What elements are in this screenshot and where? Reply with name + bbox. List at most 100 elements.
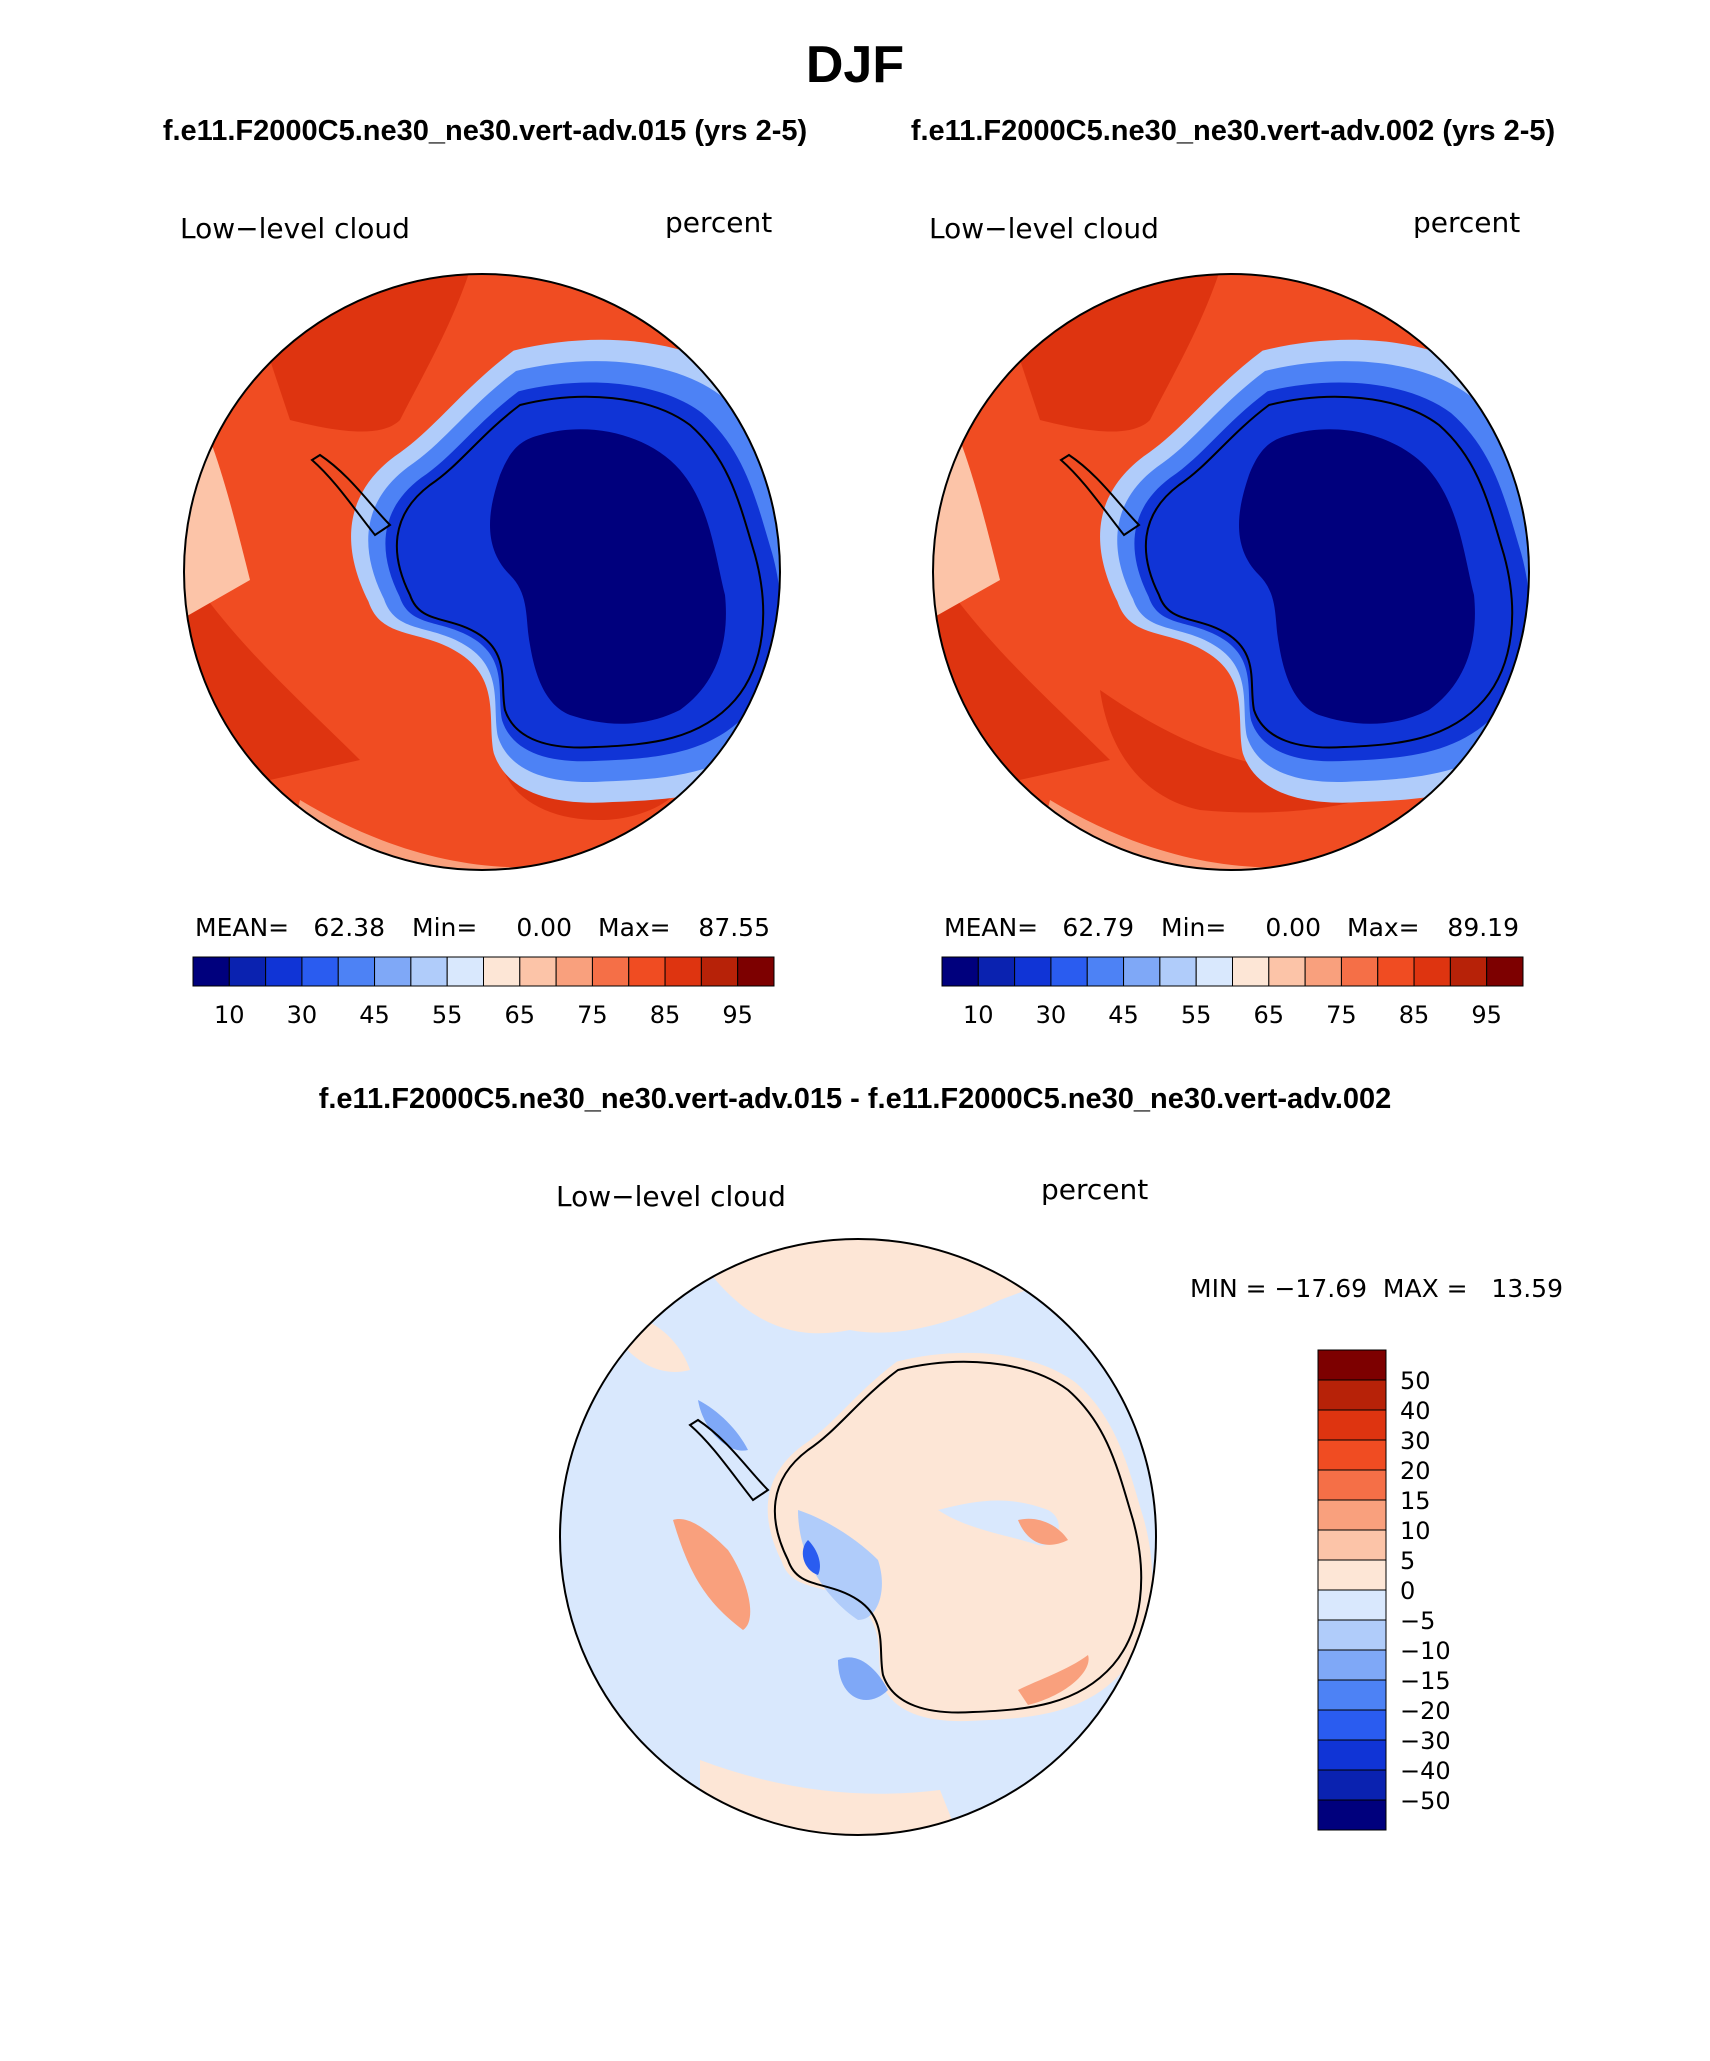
right-colorbar-swatch: [1340, 956, 1379, 987]
right-colorbar-swatch: [977, 956, 1016, 987]
left-colorbar-tick-label: 75: [577, 1001, 608, 1029]
diff-units-label: percent: [1041, 1173, 1148, 1206]
left-colorbar-tick-label: 45: [359, 1001, 390, 1029]
right-colorbar-swatch: [1304, 956, 1342, 987]
right-max-label: Max=: [1347, 913, 1420, 942]
difference-map-panel: f.e11.F2000C5.ne30_ne30.vert-adv.015 - f…: [319, 1083, 1563, 1836]
right-stats: MEAN= 62.79 Min= 0.00 Max= 89.19: [944, 913, 1519, 942]
left-max-value: 87.55: [698, 913, 770, 942]
left-colorbar-swatch: [410, 956, 448, 987]
right-colorbar-swatch: [1159, 956, 1197, 987]
left-colorbar-tick-label: 30: [287, 1001, 318, 1029]
right-colorbar-tick-label: 75: [1326, 1001, 1357, 1029]
right-colorbar-swatch: [1268, 956, 1306, 987]
right-min-value: 0.00: [1265, 913, 1321, 942]
left-colorbar-swatch: [374, 956, 412, 987]
left-max-label: Max=: [598, 913, 671, 942]
diff-colorbar-tick-label: −30: [1400, 1727, 1451, 1755]
diff-variable-label: Low−level cloud: [556, 1180, 786, 1213]
diff-colorbar-swatch: [1317, 1529, 1387, 1561]
left-map-border: [183, 273, 781, 871]
left-colorbar-tick-label: 85: [650, 1001, 681, 1029]
diff-colorbar-swatch: [1317, 1379, 1387, 1411]
left-colorbar-swatch: [192, 956, 230, 987]
right-case-title: f.e11.F2000C5.ne30_ne30.vert-adv.002 (yr…: [911, 115, 1555, 147]
left-units-label: percent: [665, 206, 772, 239]
right-colorbar-swatch: [1014, 956, 1052, 987]
left-colorbar-swatch: [591, 956, 630, 987]
diff-colorbar-tick-label: 0: [1400, 1577, 1415, 1605]
main-title: DJF: [806, 36, 904, 94]
right-colorbar-swatch: [1232, 956, 1270, 987]
diff-colorbar-tick-label: −5: [1400, 1607, 1435, 1635]
left-map-panel: Low−level cloud percent MEAN= 62.38 Min: [180, 206, 781, 1029]
left-colorbar-tick-label: 65: [505, 1001, 536, 1029]
diff-colorbar-tick-label: −50: [1400, 1787, 1451, 1815]
diff-colorbar-swatch: [1317, 1649, 1387, 1681]
diff-colorbar-tick-label: −40: [1400, 1757, 1451, 1785]
right-colorbar-tick-label: 65: [1254, 1001, 1285, 1029]
left-colorbar-swatch: [664, 956, 702, 987]
left-mean-label: MEAN=: [195, 913, 289, 942]
diff-colorbar-swatch: [1317, 1619, 1387, 1651]
left-case-title: f.e11.F2000C5.ne30_ne30.vert-adv.015 (yr…: [163, 115, 807, 147]
left-colorbar-swatch: [555, 956, 593, 987]
left-colorbar-swatch: [301, 956, 339, 987]
diff-colorbar-swatch: [1317, 1499, 1387, 1531]
right-variable-label: Low−level cloud: [929, 212, 1159, 245]
left-variable-label: Low−level cloud: [180, 212, 410, 245]
right-colorbar-tick-label: 30: [1036, 1001, 1067, 1029]
left-min-label: Min=: [412, 913, 477, 942]
diff-colorbar-swatch: [1317, 1559, 1387, 1591]
diff-colorbar-swatch: [1317, 1589, 1387, 1621]
right-mean-label: MEAN=: [944, 913, 1038, 942]
diff-colorbar-tick-label: 50: [1400, 1367, 1431, 1395]
diff-colorbar-tick-label: −20: [1400, 1697, 1451, 1725]
diff-map-border: [559, 1238, 1157, 1836]
diff-colorbar-tick-label: 10: [1400, 1517, 1431, 1545]
right-colorbar: 10 30 45 55 65 75 85 95: [941, 956, 1524, 1029]
right-max-value: 89.19: [1447, 913, 1519, 942]
diff-colorbar-swatch: [1317, 1709, 1387, 1741]
left-colorbar-swatch: [737, 956, 775, 987]
diff-colorbar-tick-label: −10: [1400, 1637, 1451, 1665]
diff-colorbar-swatch: [1317, 1469, 1387, 1501]
left-min-value: 0.00: [516, 913, 572, 942]
right-colorbar-swatch: [1050, 956, 1088, 987]
left-colorbar-swatch: [265, 956, 303, 987]
left-colorbar-swatch: [446, 956, 484, 987]
left-colorbar-tick-label: 10: [214, 1001, 245, 1029]
left-map-field: [184, 274, 780, 870]
left-colorbar-tick-label: 55: [432, 1001, 463, 1029]
right-colorbar-swatch: [941, 956, 979, 987]
left-colorbar-swatch: [228, 956, 267, 987]
right-colorbar-swatch: [1486, 956, 1524, 987]
left-colorbar: 10 30 45 55 65 75 85 95: [192, 956, 775, 1029]
right-colorbar-swatch: [1449, 956, 1488, 987]
right-map-field: [933, 274, 1529, 870]
left-colorbar-swatch: [700, 956, 739, 987]
diff-colorbar-swatch: [1317, 1409, 1387, 1441]
right-colorbar-swatch: [1123, 956, 1161, 987]
diff-colorbar-tick-label: 20: [1400, 1457, 1431, 1485]
diff-colorbar-tick-label: 5: [1400, 1547, 1415, 1575]
right-min-label: Min=: [1161, 913, 1226, 942]
right-colorbar-swatch: [1413, 956, 1451, 987]
diff-colorbar-swatch: [1317, 1349, 1387, 1381]
diff-colorbar-swatch: [1317, 1439, 1387, 1471]
right-colorbar-swatch: [1195, 956, 1233, 987]
right-colorbar-tick-label: 45: [1108, 1001, 1139, 1029]
right-map-panel: Low−level cloud percent MEAN= 62.79 Min: [929, 206, 1530, 1029]
diff-colorbar-swatch: [1317, 1769, 1387, 1801]
diff-colorbar-tick-label: 40: [1400, 1397, 1431, 1425]
right-colorbar-tick-label: 85: [1399, 1001, 1430, 1029]
right-colorbar-tick-label: 55: [1181, 1001, 1212, 1029]
right-colorbar-swatch: [1377, 956, 1415, 987]
right-colorbar-tick-label: 10: [963, 1001, 994, 1029]
diff-colorbar-tick-label: 30: [1400, 1427, 1431, 1455]
left-colorbar-swatch: [337, 956, 376, 987]
diff-map-field: [560, 1239, 1156, 1835]
left-colorbar-swatch: [628, 956, 666, 987]
